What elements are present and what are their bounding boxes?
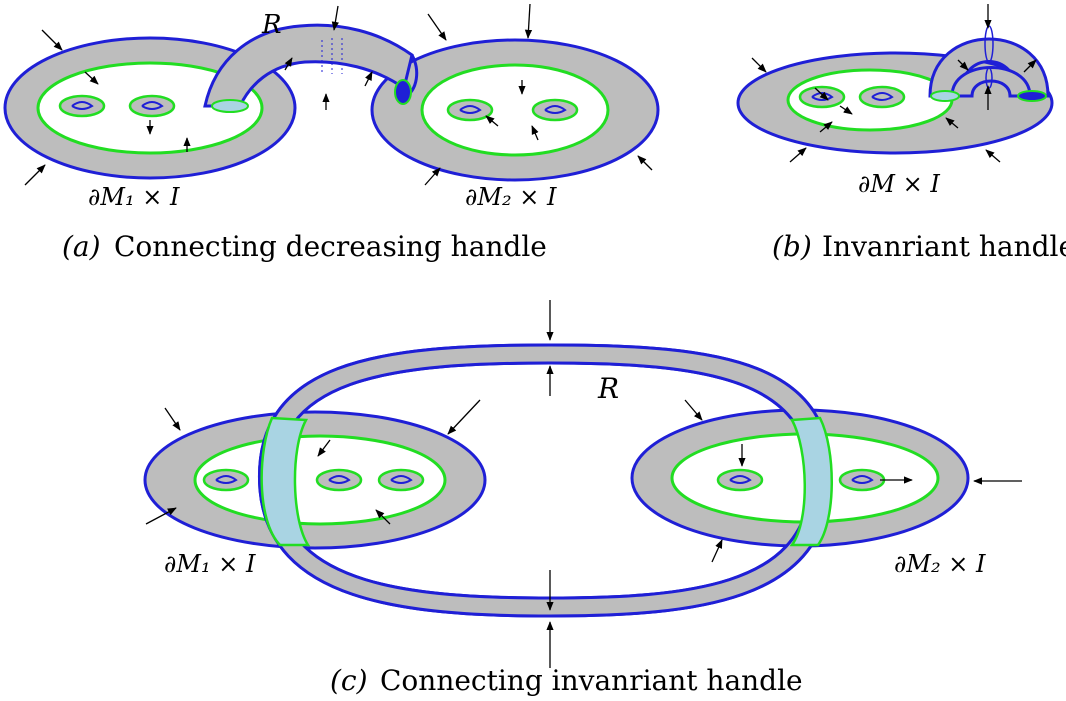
caption-tag-c: (c) bbox=[330, 664, 368, 697]
surface-m1-c bbox=[143, 410, 487, 550]
caption-text-b: Invanriant handle bbox=[822, 230, 1066, 263]
surface-m2-a bbox=[370, 38, 660, 182]
handle-r-c bbox=[258, 343, 833, 618]
panel-c: R ∂M₁ × I ∂M₂ × I (c) Connecting invanri… bbox=[143, 300, 1022, 697]
surface-label-m2-a: ∂M₂ × I bbox=[465, 183, 557, 211]
arrows-b bbox=[751, 4, 1037, 163]
caption-text-a: Connecting decreasing handle bbox=[114, 230, 547, 263]
caption-tag-b: (b) bbox=[772, 230, 812, 263]
arrows-a bbox=[24, 3, 653, 186]
surface-label-m1-c: ∂M₁ × I bbox=[164, 550, 256, 578]
caption-tag-a: (a) bbox=[62, 230, 101, 263]
handle-label-c: R bbox=[597, 372, 619, 405]
surface-label-m1-a: ∂M₁ × I bbox=[88, 183, 180, 211]
panel-a: R ∂M₁ × I ∂M₂ × I (a) Connecting decreas… bbox=[3, 3, 660, 263]
genus-holes-a bbox=[58, 94, 579, 122]
caption-text-c: Connecting invanriant handle bbox=[380, 664, 803, 697]
surface-label-m2-c: ∂M₂ × I bbox=[894, 550, 986, 578]
handle-r-a bbox=[203, 23, 419, 113]
handles-b bbox=[928, 25, 1050, 102]
panel-b: ∂M × I (b) Invanriant handle bbox=[736, 4, 1066, 263]
handle-label-a: R bbox=[261, 10, 282, 40]
surface-label-m-b: ∂M × I bbox=[858, 170, 940, 198]
arrows-c bbox=[145, 300, 1022, 668]
